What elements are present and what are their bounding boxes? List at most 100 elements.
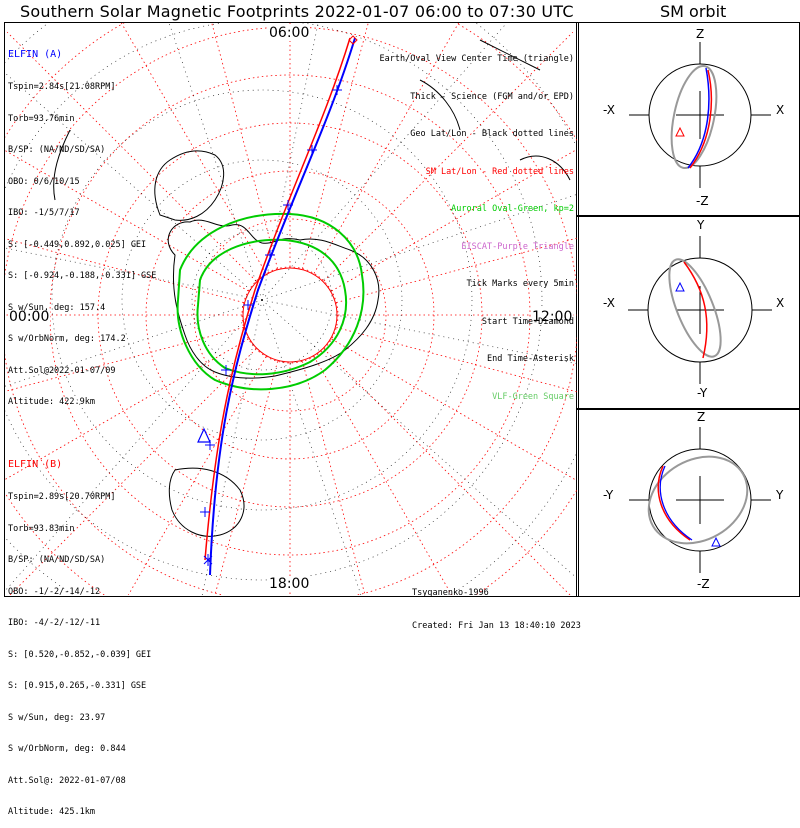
elfin-a-tick xyxy=(332,85,342,95)
legend-entry: Auroral Oval-Green, kp=2 xyxy=(451,204,574,214)
sm-longitude-line xyxy=(336,327,577,393)
legend-entry: Start Time-Diamond xyxy=(481,316,574,327)
geo-longitude-line xyxy=(5,247,263,301)
australia-outline xyxy=(168,467,245,537)
sm-longitude-line xyxy=(302,361,366,595)
orbit3-right-label: Y xyxy=(776,488,784,502)
elfin-a-line: S w/Sun, deg: 157.4 xyxy=(8,302,106,313)
elfin-a-tick xyxy=(243,300,253,310)
orbit1-left-label: -X xyxy=(603,103,615,117)
legend-entry: Earth/Oval View Center Time (triangle) xyxy=(379,54,574,64)
sm-longitude-line xyxy=(127,356,267,595)
legend-entry: Geo Lat/Lon - Black dotted lines xyxy=(410,129,574,139)
sm-longitude-line xyxy=(336,237,577,303)
legend-entry: Tick Marks every 5min xyxy=(466,279,574,289)
credit: Tsyganenko-1996 Created: Fri Jan 13 18:4… xyxy=(412,566,581,643)
sm-pole-circle xyxy=(242,267,338,363)
sm-latitude-circle xyxy=(241,266,339,364)
legend-entry: SM Lat/Lon - Red dotted lines xyxy=(425,166,574,177)
elfin-b-name: ELFIN (B) xyxy=(8,459,63,470)
elfin-b-line: Tspin=2.89s[20.70RPM] xyxy=(8,492,116,502)
sm-longitude-line xyxy=(5,149,249,292)
geo-latitude-circle xyxy=(51,89,473,511)
elfin-a-info: ELFIN (A) Tspin=2.84s[21.08RPM] Torb=93.… xyxy=(8,28,156,418)
elfin-b-track xyxy=(204,37,351,561)
elfin-a-line: S w/OrbNorm, deg: 174.2 xyxy=(8,334,126,344)
elfin-a-line: IBO: -1/5/7/17 xyxy=(8,208,80,218)
orbit3-elfin-b xyxy=(657,465,691,541)
sm-longitude-line xyxy=(5,338,249,481)
geo-longitude-line xyxy=(261,299,577,579)
legend-entry: End Time-Asterisk xyxy=(487,354,574,364)
geo-longitude-line xyxy=(201,299,263,595)
elfin-b-line: B/SP: (NA/ND/SD/SA) xyxy=(8,555,106,565)
sm-longitude-line xyxy=(313,356,453,595)
elfin-a-name: ELFIN (A) xyxy=(8,49,63,60)
orbit1-top-label: Z xyxy=(696,27,705,41)
elfin-a-line: S: [-0.924,-0.188,-0.331] GSE xyxy=(8,271,157,281)
orbit1-elfin-b xyxy=(689,69,713,169)
elfin-b-line: S: [0.915,0.265,-0.331] GSE xyxy=(8,681,147,691)
elfin-b-line: S w/OrbNorm, deg: 0.844 xyxy=(8,744,126,754)
sm-longitude-line xyxy=(331,338,577,482)
sm-longitude-line xyxy=(6,31,257,282)
orbit2-top-label: Y xyxy=(697,218,705,232)
legend-entry: VLF-Green Square xyxy=(492,391,574,402)
elfin-a-line: Tspin=2.84s[21.08RPM] xyxy=(8,82,116,92)
orbit3-left-label: -Y xyxy=(603,488,614,502)
sm-longitude-line xyxy=(313,23,460,274)
orbit-panel-title: SM orbit xyxy=(660,2,727,21)
geo-longitude-line xyxy=(261,23,319,301)
legend-entry: EISCAT-Purple Triangle xyxy=(461,241,574,252)
elfin-b-line: Altitude: 425.1km xyxy=(8,807,95,817)
geo-longitude-line xyxy=(261,299,362,595)
elfin-a-tick xyxy=(265,250,275,260)
orbit1-right-label: X xyxy=(776,103,785,117)
orbit3-bottom-label: -Z xyxy=(697,577,710,591)
auroral-oval-outer xyxy=(176,212,365,391)
elfin-b-line: S: [0.520,-0.852,-0.039] GEI xyxy=(8,649,152,660)
elfin-b-line: Att.Sol@: 2022-01-07/08 xyxy=(8,775,126,786)
orbit3-triangle xyxy=(711,536,721,547)
footprint-map xyxy=(5,23,772,595)
mlt-label-right: 12:00 xyxy=(531,309,574,325)
elfin-a-line: OBO: 0/6/10/15 xyxy=(8,176,80,187)
orbit2-gray-path xyxy=(668,258,722,358)
orbit1-elfin-a xyxy=(687,67,710,169)
mlt-label-top: 06:00 xyxy=(268,25,311,41)
legend: Earth/Oval View Center Time (triangle) T… xyxy=(380,28,574,416)
sm-longitude-line xyxy=(5,238,244,303)
elfin-b-line: OBO: -1/-2/-14/-12 xyxy=(8,586,101,597)
sm-latitude-circle xyxy=(193,218,387,412)
geo-longitude-line xyxy=(5,299,263,592)
auroral-oval-inner xyxy=(196,238,347,376)
sm-longitude-line xyxy=(211,23,278,269)
elfin-a-line: B/SP: (NA/ND/SD/SA) xyxy=(8,145,106,155)
sm-longitude-line xyxy=(302,23,369,269)
sm-latitude-circle xyxy=(49,74,531,556)
elfin-a-line: Att.Sol@2022-01-07/09 xyxy=(8,365,116,376)
elfin-a-tick xyxy=(283,200,293,210)
sm-longitude-line xyxy=(5,327,244,392)
orbit1-triangle xyxy=(675,126,685,137)
geo-latitude-circle xyxy=(5,23,543,581)
start-diamond xyxy=(348,35,358,45)
view-center-triangle xyxy=(197,427,211,443)
sm-longitude-line xyxy=(323,31,574,282)
elfin-b-line: Torb=93.83min xyxy=(8,523,75,534)
credit-created: Created: Fri Jan 13 18:40:10 2023 xyxy=(412,621,581,631)
mlt-label-left: 00:00 xyxy=(8,309,51,325)
orbit1-bottom-label: -Z xyxy=(696,194,709,208)
map-panel xyxy=(4,22,579,597)
map-content xyxy=(5,23,577,595)
antarctica-outline xyxy=(167,219,380,379)
orbit2-elfin-b xyxy=(683,261,708,359)
south-america-outline xyxy=(154,150,225,221)
sm-longitude-line xyxy=(120,23,267,274)
orbit2-right-label: X xyxy=(776,296,785,310)
elfin-a-tick xyxy=(307,145,317,155)
mlt-label-bottom: 18:00 xyxy=(268,576,311,592)
orbit1-gray-path xyxy=(670,64,718,170)
elfin-b-line: S w/Sun, deg: 23.97 xyxy=(8,712,106,723)
geo-longitude-line xyxy=(261,299,577,365)
